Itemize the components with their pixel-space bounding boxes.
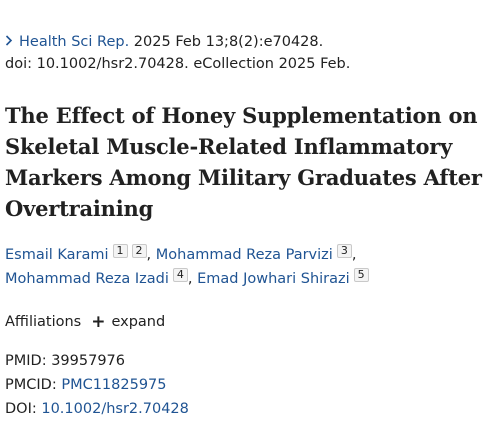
journal-link[interactable]: Health Sci Rep. xyxy=(19,34,130,50)
citation: Health Sci Rep. 2025 Feb 13;8(2):e70428.… xyxy=(5,31,485,75)
author-link[interactable]: Mohammad Reza Parvizi xyxy=(155,247,333,263)
doi-row: DOI: 10.1002/hsr2.70428 xyxy=(5,397,485,421)
expand-label: expand xyxy=(111,314,166,330)
affiliation-ref-button[interactable]: 3 xyxy=(336,244,352,258)
pmid-value: 39957976 xyxy=(51,353,126,369)
affiliations-label: Affiliations xyxy=(5,314,82,330)
citation-date: 2025 Feb 13;8(2):e70428. xyxy=(129,34,324,50)
citation-doi-line: doi: 10.1002/hsr2.70428. eCollection 202… xyxy=(5,56,351,72)
author-link[interactable]: Mohammad Reza Izadi xyxy=(5,271,169,287)
author-separator: , xyxy=(146,247,156,263)
author-item: Esmail Karami 1 2, xyxy=(5,244,156,263)
citation-journal-line: Health Sci Rep. 2025 Feb 13;8(2):e70428. xyxy=(5,31,485,53)
author-item: Emad Jowhari Shirazi 5 xyxy=(197,268,369,287)
author-separator: , xyxy=(187,271,198,287)
author-link[interactable]: Emad Jowhari Shirazi xyxy=(197,271,350,287)
author-item: Mohammad Reza Parvizi 3, xyxy=(155,244,357,263)
plus-icon: + xyxy=(91,311,106,332)
author-list: Esmail Karami 1 2, Mohammad Reza Parvizi 3,… xyxy=(5,243,485,291)
author-separator: , xyxy=(351,247,357,263)
affiliation-ref-button[interactable]: 4 xyxy=(172,268,188,282)
affiliations-row: Affiliations + expand xyxy=(5,311,485,333)
affiliations-expand-button[interactable]: + expand xyxy=(91,311,165,333)
pmcid-row: PMCID: PMC11825975 xyxy=(5,373,485,397)
chevron-right-icon xyxy=(5,31,19,53)
affiliation-ref-button[interactable]: 2 xyxy=(131,244,147,258)
doi-label: DOI: xyxy=(5,401,37,417)
affiliation-ref-button[interactable]: 1 xyxy=(112,244,128,258)
affiliation-ref-button[interactable]: 5 xyxy=(353,268,369,282)
pmcid-label: PMCID: xyxy=(5,377,57,393)
identifiers: PMID: 39957976 PMCID: PMC11825975 DOI: 1… xyxy=(5,349,485,421)
author-link[interactable]: Esmail Karami xyxy=(5,247,109,263)
article-title: The Effect of Honey Supplementation on S… xyxy=(5,103,482,221)
pmid-label: PMID: xyxy=(5,353,47,369)
article-header: Health Sci Rep. 2025 Feb 13;8(2):e70428.… xyxy=(5,31,485,421)
pmid-row: PMID: 39957976 xyxy=(5,349,485,373)
doi-link[interactable]: 10.1002/hsr2.70428 xyxy=(41,401,189,417)
pmcid-link[interactable]: PMC11825975 xyxy=(61,377,167,393)
author-item: Mohammad Reza Izadi 4, xyxy=(5,268,198,287)
